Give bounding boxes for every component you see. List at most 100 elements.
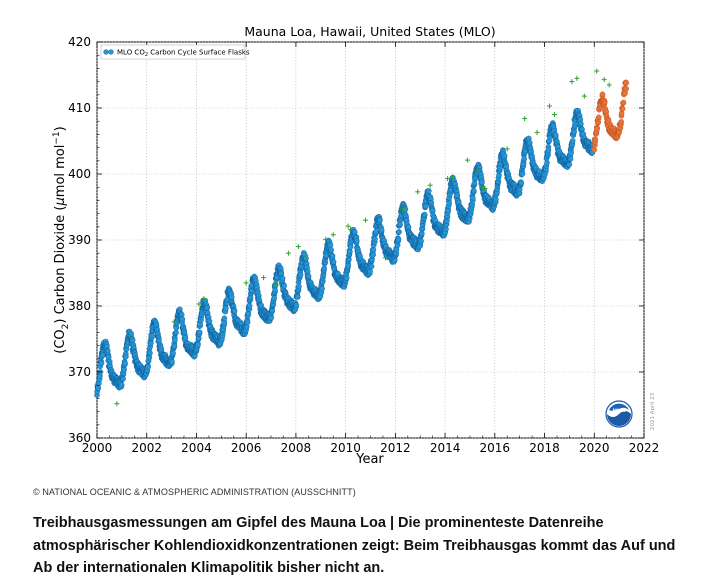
chart-title: Mauna Loa, Hawaii, United States (MLO) [244,24,495,39]
flasks-point [397,221,403,228]
flasks-point [95,385,101,391]
flasks-point [422,203,429,210]
flasks-point [377,217,383,223]
flasks-point [304,268,311,275]
flasks-point [503,163,509,170]
y-tick-label: 370 [68,365,91,379]
flasks-point [372,236,378,242]
y-tick-label: 380 [68,299,91,313]
flasks-point [123,353,129,360]
flasks-point [223,305,229,312]
flasks-point [429,207,436,214]
flasks-point [520,161,527,167]
flasks-point [578,120,584,127]
flasks-point [347,248,353,255]
flasks-point [281,283,287,289]
flasks-point [519,171,526,177]
flasks-point [147,350,153,356]
flasks-point [421,211,428,218]
noaa-logo: NOAA [605,400,633,428]
flasks-point [378,227,385,233]
date-stamp: 2021 April 23 [650,392,656,430]
flasks-point [329,253,336,259]
flasks-point [343,275,350,281]
flasks-point [345,262,352,269]
x-tick-label: 2002 [131,441,162,455]
legend-marker [108,49,114,55]
flasks-point [196,329,203,336]
flasks-point [195,342,201,348]
flasks-point [272,282,279,289]
flasks-point [246,303,253,309]
x-tick-label: 2014 [430,441,461,455]
recent-point [619,106,626,112]
flasks-point [471,188,477,194]
flasks-point [347,244,354,250]
flasks-point [206,318,213,324]
flasks-point [446,200,452,207]
flasks-point [544,160,550,166]
caption: Treibhausgasmessungen am Gipfel des Maun… [33,515,676,576]
x-tick-label: 2006 [231,441,262,455]
flasks-point [553,132,559,138]
flasks-point [173,329,179,336]
flasks-point [567,156,574,162]
data-points [94,68,630,407]
x-tick-label: 2022 [629,441,660,455]
flasks-point [296,283,302,290]
flasks-point [368,263,375,270]
recent-point [592,136,599,143]
flasks-point [521,155,527,162]
flasks-point [328,247,334,253]
flasks-point [321,265,327,272]
flasks-point [501,152,508,159]
flasks-point [330,259,337,265]
y-tick-label: 420 [68,35,91,49]
flasks-point [566,161,572,168]
flasks-point [297,271,304,278]
flasks-point [271,295,277,301]
legend: MLO CO2 Carbon Cycle Surface Flasks [100,44,250,60]
flasks-point [171,343,178,349]
x-tick-label: 2018 [529,441,560,455]
recent-point [596,114,602,121]
flasks-point [396,229,402,235]
flasks-point [228,294,235,300]
legend-marker [103,49,109,55]
flasks-point [395,236,402,242]
flasks-point [293,302,300,308]
svg-text:NOAA: NOAA [613,408,627,413]
x-tick-label: 2020 [579,441,610,455]
flasks-point [373,228,379,235]
flasks-point [367,268,373,275]
flasks-point [443,226,449,232]
flasks-point [426,188,432,194]
flasks-point [279,275,286,282]
recent-point [623,80,630,86]
flasks-point [305,273,312,280]
y-tick-label: 360 [68,431,91,445]
flasks-point [170,350,176,356]
flasks-point [231,308,238,314]
x-tick-label: 2012 [380,441,411,455]
flasks-point [402,206,409,213]
image-credit: © NATIONAL OCEANIC & ATMOSPHERIC ADMINIS… [33,487,356,497]
flasks-point [518,179,524,186]
flasks-point [272,287,278,294]
x-tick-label: 2008 [281,441,312,455]
recent-point [623,85,629,92]
flasks-point [319,285,325,292]
flasks-point [145,364,151,370]
flasks-point [479,179,485,186]
flasks-point [118,382,125,388]
flasks-point [243,324,250,330]
recent-point [594,125,601,132]
y-tick-label: 410 [68,101,91,115]
flasks-point [204,305,210,311]
y-tick-label: 390 [68,233,91,247]
flasks-point [568,150,574,156]
flasks-point [493,196,499,203]
flasks-point [221,315,228,322]
flasks-point [148,340,154,347]
flasks-point [179,316,186,322]
